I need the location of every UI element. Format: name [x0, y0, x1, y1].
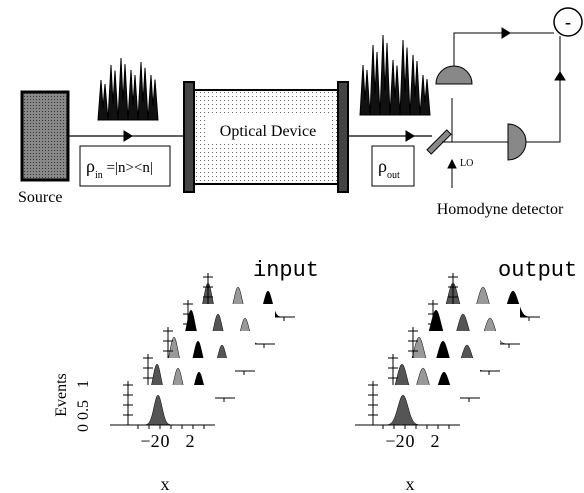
- detector: [507, 123, 527, 161]
- waterfall-plot: [355, 273, 540, 429]
- wire: [526, 36, 561, 143]
- photon-distribution: [359, 34, 431, 116]
- lo-label: LO: [460, 158, 473, 169]
- detector: [435, 65, 473, 85]
- device-label-bg: [206, 116, 330, 144]
- minus: -: [565, 12, 571, 32]
- y-axis-label: Events: [53, 373, 70, 417]
- subscript: out: [387, 170, 400, 181]
- arrow: [123, 130, 133, 142]
- state-label: ρin =|n><n|: [86, 156, 153, 181]
- y-tick-label: 0.5: [75, 400, 92, 420]
- histogram-layer: [355, 381, 460, 429]
- expression: =|n><n|: [103, 160, 153, 176]
- device-plate: [337, 81, 349, 193]
- histogram-layer: [110, 381, 215, 429]
- subscript: in: [95, 170, 103, 181]
- x-axis-label: x: [406, 474, 415, 493]
- x-tick-label: 0: [406, 431, 415, 451]
- arrow: [405, 130, 415, 142]
- photon-distribution: [97, 57, 159, 121]
- x-tick-label: 0: [161, 431, 170, 451]
- y-tick-label: 0: [75, 424, 92, 432]
- plot-title: input: [253, 258, 319, 283]
- symbol: ρ: [86, 156, 95, 176]
- waterfall-plot: [110, 273, 295, 429]
- y-tick-label: 1: [75, 380, 92, 388]
- device-label: Optical Device: [220, 123, 316, 140]
- histogram: [145, 394, 171, 426]
- x-axis-label: x: [161, 474, 170, 493]
- state-box: [371, 145, 415, 187]
- device-plate: [183, 81, 195, 193]
- state-label: ρout: [378, 156, 400, 181]
- x-tick-label: 2: [186, 431, 195, 451]
- subtractor: [553, 7, 583, 37]
- x-tick-label: −2: [385, 431, 404, 451]
- plot-title: output: [498, 258, 577, 283]
- source-box: [20, 90, 70, 182]
- state-box: [79, 145, 171, 187]
- histogram: [387, 394, 419, 426]
- arrow: [501, 27, 511, 39]
- beam-splitter: [426, 129, 452, 155]
- arrow: [554, 71, 566, 81]
- detector-label: Homodyne detector: [437, 201, 564, 218]
- wire: [453, 32, 554, 66]
- x-tick-label: −2: [140, 431, 159, 451]
- x-tick-label: 2: [431, 431, 440, 451]
- arrow: [447, 158, 457, 169]
- setup: [20, 7, 583, 193]
- source-label: Source: [18, 189, 62, 206]
- symbol: ρ: [378, 156, 387, 176]
